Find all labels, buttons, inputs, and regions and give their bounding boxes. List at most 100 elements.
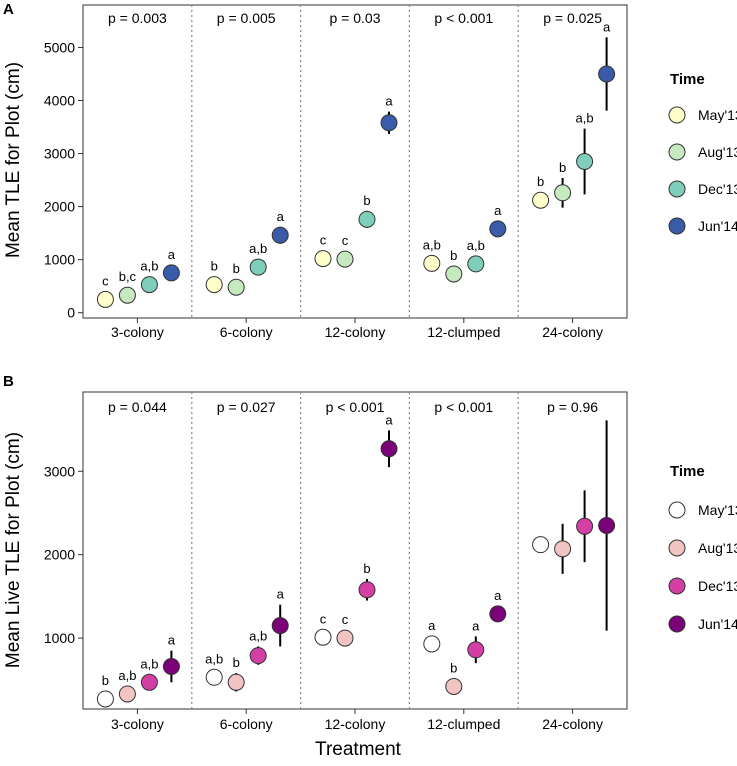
panel-b: B Mean Live TLE for Plot (cm) Treatment … — [3, 373, 737, 760]
panel-a: A Mean TLE for Plot (cm) 0 1000 2000 3000 40… — [3, 1, 737, 340]
significance-label: c — [320, 611, 327, 626]
x-tick-label: 3-colony — [111, 716, 164, 732]
y-tick-label: 3000 — [44, 146, 75, 162]
significance-label: a,b — [423, 237, 441, 252]
data-point — [336, 250, 354, 268]
significance-label: a,b — [140, 259, 158, 274]
x-tick-label: 6-colony — [220, 716, 273, 732]
data-point — [271, 226, 289, 244]
p-value-label: p = 0.96 — [547, 399, 598, 415]
significance-label: b — [363, 193, 370, 208]
significance-label: b — [233, 261, 240, 276]
legend-swatch — [668, 615, 686, 633]
data-point — [140, 276, 158, 294]
panel-label-b: B — [3, 373, 14, 390]
significance-label: b — [211, 259, 218, 274]
data-point — [380, 440, 398, 458]
significance-label: a — [494, 203, 502, 218]
legend-entry: Aug'13 — [698, 540, 737, 556]
y-tick-label: 0 — [67, 305, 75, 321]
legend-swatch — [668, 539, 686, 557]
data-point — [249, 258, 267, 276]
legend-entry: Dec'13 — [698, 578, 737, 594]
data-point — [205, 276, 223, 294]
legend-swatch — [668, 143, 686, 161]
y-axis-label-b: Mean Live TLE for Plot (cm) — [3, 432, 24, 668]
legend-swatch — [668, 577, 686, 595]
data-point — [576, 153, 594, 170]
panel-label-a: A — [3, 1, 14, 18]
data-point — [532, 191, 550, 209]
x-tick-label: 12-colony — [325, 716, 386, 732]
significance-label: a,b — [467, 238, 485, 253]
significance-label: a,b — [249, 241, 267, 256]
legend-title: Time — [670, 71, 705, 88]
legend-title: Time — [670, 463, 705, 480]
y-tick-label: 1000 — [44, 630, 75, 646]
data-point — [445, 677, 463, 695]
significance-label: c — [320, 233, 327, 248]
data-point — [358, 210, 376, 228]
data-point — [227, 673, 245, 691]
data-point — [598, 516, 616, 534]
significance-label: a — [428, 618, 436, 633]
x-tick-label: 12-clumped — [427, 716, 500, 732]
data-point — [467, 255, 485, 273]
legend-entry: Aug'13 — [698, 144, 737, 160]
significance-label: a,b — [140, 656, 158, 671]
significance-label: a,b — [249, 628, 267, 643]
significance-label: a — [168, 633, 176, 648]
data-point — [96, 690, 114, 708]
p-value-label: p = 0.025 — [543, 10, 602, 26]
data-point — [205, 668, 223, 686]
significance-label: a — [277, 209, 285, 224]
data-point — [598, 65, 616, 83]
data-point — [227, 278, 245, 296]
significance-label: a — [494, 588, 502, 603]
legend-swatch — [668, 501, 686, 519]
significance-label: a,b — [576, 111, 594, 126]
data-point — [96, 290, 114, 308]
data-point — [554, 184, 572, 202]
legend-entry: Dec'13 — [698, 181, 737, 197]
legend-swatch — [668, 180, 686, 198]
data-point — [162, 657, 180, 675]
data-point — [140, 673, 158, 691]
significance-label: c — [102, 273, 109, 288]
y-tick-label: 3000 — [44, 463, 75, 479]
significance-label: b — [450, 248, 457, 263]
y-tick-label: 5000 — [44, 39, 75, 55]
legend-swatch — [668, 106, 686, 124]
data-point — [249, 647, 267, 665]
significance-label: a — [472, 618, 480, 633]
legend-entry: May'13 — [698, 107, 737, 123]
significance-label: a — [385, 94, 393, 109]
significance-label: b — [363, 561, 370, 576]
data-point — [118, 286, 136, 304]
data-point — [532, 536, 550, 554]
legend-swatch — [668, 217, 686, 235]
significance-label: a,b — [118, 668, 136, 683]
p-value-label: p = 0.003 — [108, 10, 167, 26]
data-point — [423, 635, 441, 653]
data-point — [162, 264, 180, 282]
significance-label: b,c — [119, 269, 137, 284]
significance-label: b — [102, 673, 109, 688]
p-value-label: p = 0.027 — [217, 399, 276, 415]
y-tick-label: 2000 — [44, 547, 75, 563]
p-value-label: p = 0.03 — [330, 10, 381, 26]
significance-label: c — [342, 612, 349, 627]
legend-entry: Jun'14 — [698, 616, 737, 632]
p-value-label: p = 0.044 — [108, 399, 167, 415]
x-tick-label: 12-clumped — [427, 324, 500, 340]
y-tick-label: 1000 — [44, 252, 75, 268]
data-point — [314, 250, 332, 268]
significance-label: a,b — [205, 651, 223, 666]
significance-label: c — [342, 233, 349, 248]
data-point — [118, 685, 136, 703]
p-value-label: p < 0.001 — [434, 399, 493, 415]
x-tick-label: 24-colony — [542, 716, 603, 732]
legend-entry: May'13 — [698, 502, 737, 518]
x-tick-label: 6-colony — [220, 324, 273, 340]
